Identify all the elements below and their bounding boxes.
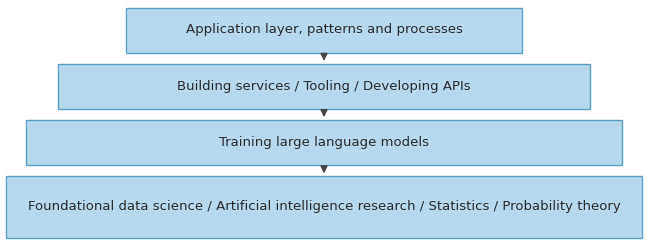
FancyBboxPatch shape: [58, 64, 590, 109]
Text: Foundational data science / Artificial intelligence research / Statistics / Prob: Foundational data science / Artificial i…: [28, 200, 620, 213]
Text: Application layer, patterns and processes: Application layer, patterns and processe…: [185, 24, 463, 36]
FancyBboxPatch shape: [6, 176, 642, 238]
Text: Training large language models: Training large language models: [219, 136, 429, 149]
FancyBboxPatch shape: [126, 8, 522, 52]
FancyBboxPatch shape: [26, 120, 622, 165]
Text: Building services / Tooling / Developing APIs: Building services / Tooling / Developing…: [177, 80, 471, 93]
